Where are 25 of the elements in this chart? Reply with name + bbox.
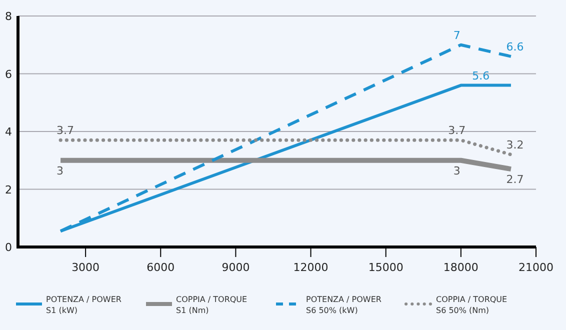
y-tick-label: 0: [5, 241, 12, 254]
y-tick-label: 6: [5, 68, 12, 81]
data-label: 2.7: [506, 173, 524, 186]
x-tick-label: 15000: [368, 261, 404, 274]
y-tick-label: 4: [5, 126, 12, 138]
x-tick-label: 12000: [293, 261, 328, 274]
data-label: 3.2: [506, 138, 524, 152]
x-tick-label: 21000: [518, 261, 554, 274]
x-tick-label: 3000: [72, 261, 100, 274]
data-label: 5.6: [472, 69, 490, 82]
data-label: 3: [453, 164, 460, 178]
x-tick-label: 9000: [222, 261, 250, 274]
x-tick-label: 6000: [146, 261, 175, 274]
y-tick-label: 8: [5, 10, 12, 23]
legend-label: POTENZA / POWER S6 50% (kW): [306, 295, 382, 315]
data-label: 3.7: [56, 124, 74, 138]
y-tick-label: 2: [5, 183, 12, 196]
data-label: 3.7: [448, 124, 466, 138]
data-label: 3: [56, 164, 64, 178]
data-label: 7: [453, 28, 460, 42]
x-tick-label: 18000: [443, 261, 478, 274]
data-label: 6.6: [506, 40, 524, 54]
legend-label: POTENZA / POWER S1 (kW): [46, 295, 122, 315]
legend-label: COPPIA / TORQUE S6 50% (Nm): [436, 295, 508, 315]
legend-label: COPPIA / TORQUE S1 (Nm): [176, 295, 248, 315]
